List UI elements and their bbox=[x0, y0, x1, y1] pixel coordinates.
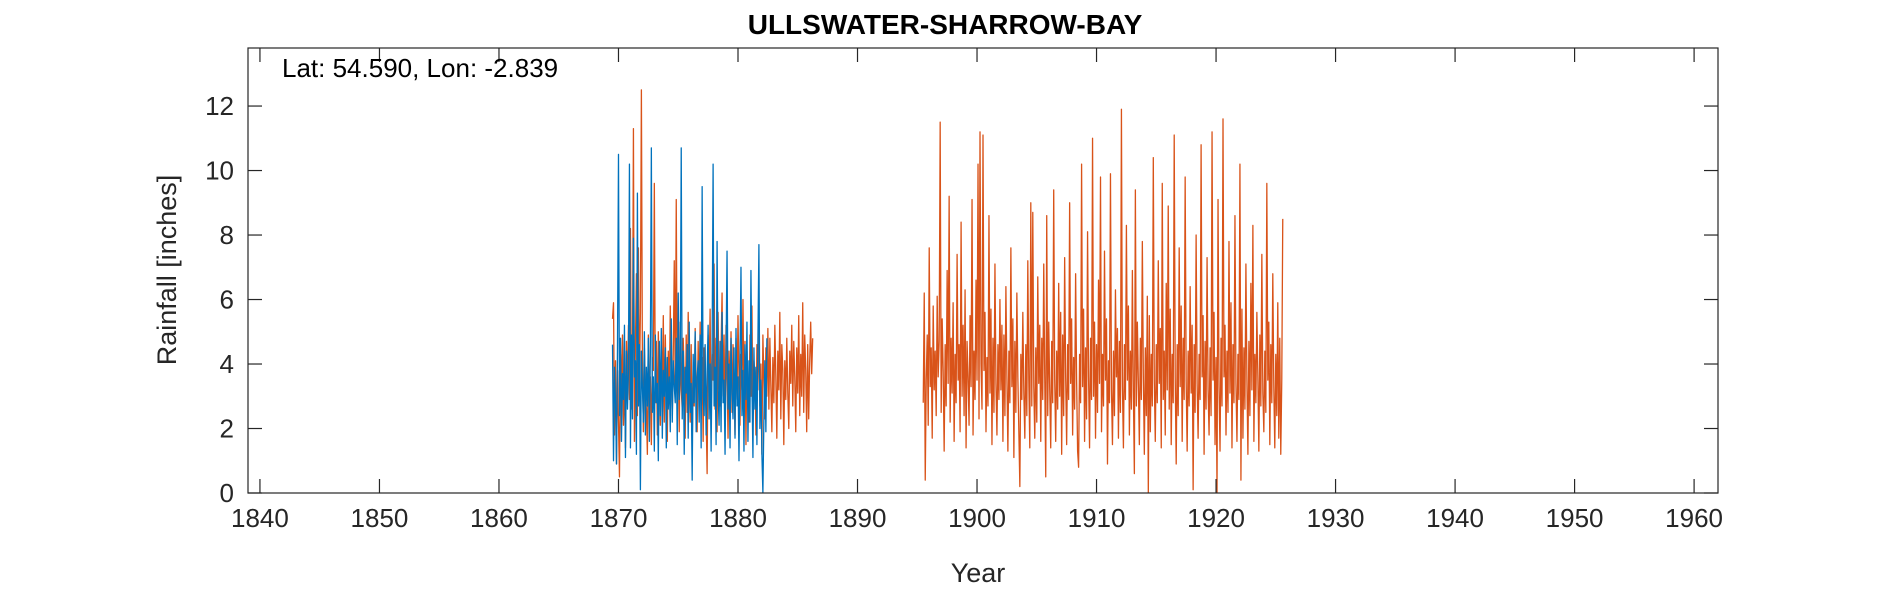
y-tick-label: 8 bbox=[220, 220, 234, 250]
x-tick-label: 1890 bbox=[829, 503, 887, 533]
series-line-2 bbox=[922, 108, 1284, 493]
chart-title: ULLSWATER-SHARROW-BAY bbox=[748, 9, 1143, 40]
plot-frame bbox=[247, 47, 1719, 494]
x-tick-label: 1940 bbox=[1426, 503, 1484, 533]
series-line-3 bbox=[611, 147, 768, 493]
y-tick-label: 2 bbox=[220, 414, 234, 444]
y-tick-label: 12 bbox=[205, 91, 234, 121]
x-tick-label: 1840 bbox=[231, 503, 289, 533]
y-tick-label: 4 bbox=[220, 349, 234, 379]
x-tick-label: 1880 bbox=[709, 503, 767, 533]
x-tick-label: 1960 bbox=[1665, 503, 1723, 533]
x-tick-label: 1920 bbox=[1187, 503, 1245, 533]
y-tick-label: 10 bbox=[205, 156, 234, 186]
axes-layer: 1840 1850 1860 1870 1880 1890 1900 1910 1920 1930… bbox=[205, 47, 1723, 533]
location-annotation: Lat: 54.590, Lon: -2.839 bbox=[282, 53, 558, 83]
x-tick-label: 1910 bbox=[1068, 503, 1126, 533]
x-tick-label: 1950 bbox=[1546, 503, 1604, 533]
y-tick-label: 6 bbox=[220, 285, 234, 315]
x-tick-label: 1860 bbox=[470, 503, 528, 533]
x-tick-label: 1900 bbox=[948, 503, 1006, 533]
series-layer bbox=[611, 89, 1284, 493]
y-axis-label: Rainfall [inches] bbox=[152, 175, 182, 366]
x-axis-label: Year bbox=[951, 558, 1006, 588]
x-tick-label: 1850 bbox=[351, 503, 409, 533]
x-tick-label: 1930 bbox=[1307, 503, 1365, 533]
x-tick-label: 1870 bbox=[590, 503, 648, 533]
y-tick-label: 0 bbox=[220, 478, 234, 508]
